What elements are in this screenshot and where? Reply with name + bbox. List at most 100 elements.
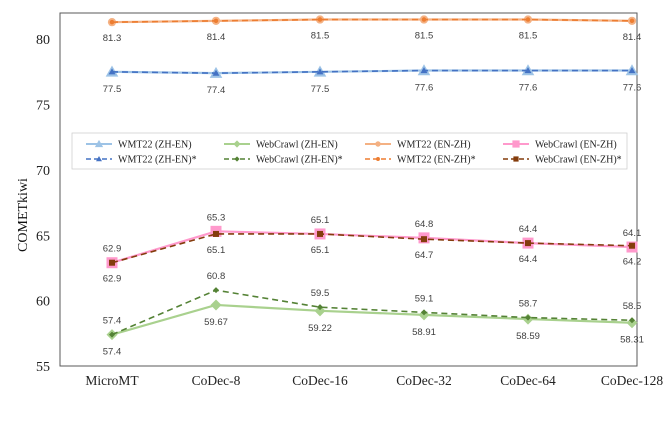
data-point (109, 259, 115, 266)
data-point (420, 67, 428, 74)
data-label: 59.22 (308, 323, 332, 334)
data-label: 64.4 (519, 254, 538, 265)
legend-label: WMT22 (ZH-EN)* (118, 155, 197, 166)
data-point (524, 67, 532, 74)
data-point (212, 69, 220, 76)
data-label: 65.3 (207, 212, 226, 223)
series-webcrawl-zh-en-star (109, 287, 635, 338)
data-point (525, 314, 531, 321)
legend-marker (94, 139, 104, 148)
legend-label: WebCrawl (ZH-EN)* (256, 155, 343, 166)
series-line (111, 18, 633, 23)
data-point (317, 230, 323, 237)
data-label: 64.1 (623, 228, 642, 239)
y-tick-label: 80 (36, 33, 50, 48)
data-label: 81.4 (207, 32, 226, 43)
data-label: 62.9 (103, 244, 122, 255)
legend-label: WebCrawl (ZH-EN) (256, 140, 338, 151)
data-point (317, 17, 323, 22)
data-label: 77.5 (103, 84, 122, 95)
data-label: 58.5 (623, 301, 642, 312)
data-labels: 81.3 81.4 81.5 81.5 81.5 81.4 77.5 77.4 77.5 77.6… (103, 31, 644, 358)
data-point (525, 240, 531, 247)
data-point (421, 309, 427, 316)
data-label: 62.9 (103, 274, 122, 285)
legend-item-webcrawl-en-zh-star: WebCrawl (EN-ZH)* (503, 155, 622, 166)
legend-box (71, 132, 628, 170)
data-label: 77.6 (623, 83, 642, 94)
legend-label: WMT22 (EN-ZH)* (397, 155, 476, 166)
data-label: 59.67 (204, 317, 228, 328)
y-tick-label: 55 (36, 360, 50, 375)
axes: 55 60 65 70 75 80 MicroMT CoDec-8 CoDec-16 CoDec-… (36, 12, 663, 388)
data-label: 58.31 (620, 335, 644, 346)
data-label: 64.8 (415, 219, 434, 230)
series-webcrawl-en-zh (106, 225, 638, 269)
series-line (111, 289, 633, 336)
x-tick-label: CoDec-64 (500, 373, 556, 388)
data-point (109, 19, 115, 25)
y-tick-label: 75 (36, 99, 50, 114)
data-label: 81.5 (415, 31, 434, 42)
data-label: 77.4 (207, 85, 226, 96)
x-tick-label: CoDec-8 (192, 373, 241, 388)
legend-marker (375, 141, 381, 147)
data-point (316, 68, 324, 75)
data-point (317, 304, 323, 311)
data-point (421, 236, 427, 243)
data-label: 65.1 (207, 245, 226, 256)
legend-marker (233, 140, 241, 148)
data-point (629, 242, 635, 249)
y-tick-label: 60 (36, 295, 50, 310)
legend-item-wmt22-en-zh: WMT22 (EN-ZH) (365, 140, 471, 151)
data-label: 64.4 (519, 224, 538, 235)
series-line (111, 233, 633, 264)
data-label: 77.6 (415, 83, 434, 94)
series-wmt22-zh-en-star (108, 67, 636, 76)
legend: WMT22 (ZH-EN) WebCrawl (ZH-EN) WMT22 (EN-Z… (71, 132, 628, 170)
data-point (525, 17, 531, 22)
data-label: 60.8 (207, 271, 226, 282)
x-tick-label: MicroMT (85, 373, 139, 388)
data-point (213, 287, 219, 294)
data-point (108, 68, 116, 75)
data-label: 65.1 (311, 245, 330, 256)
x-tick-label: CoDec-32 (396, 373, 451, 388)
data-point (629, 317, 635, 324)
data-label: 77.6 (519, 83, 538, 94)
data-label: 64.2 (623, 257, 642, 268)
data-label: 59.1 (415, 293, 434, 304)
data-point (629, 18, 635, 24)
data-label: 58.91 (412, 327, 436, 338)
legend-item-wmt22-zh-en: WMT22 (ZH-EN) (86, 140, 192, 151)
legend-marker (513, 156, 519, 162)
data-label: 57.4 (103, 316, 122, 327)
legend-marker (96, 156, 102, 162)
series-wmt22-en-zh-star (109, 17, 635, 25)
data-point (628, 67, 636, 74)
series-line (111, 69, 632, 74)
legend-marker (512, 140, 520, 148)
legend-item-webcrawl-en-zh: WebCrawl (EN-ZH) (503, 140, 617, 151)
data-point (210, 299, 222, 311)
data-label: 81.5 (311, 31, 330, 42)
data-label: 59.5 (311, 288, 330, 299)
data-point (109, 331, 115, 338)
series-layer (105, 15, 639, 341)
data-point (421, 17, 427, 22)
data-label: 58.7 (519, 299, 538, 310)
data-label: 77.5 (311, 84, 330, 95)
legend-item-webcrawl-zh-en: WebCrawl (ZH-EN) (224, 140, 338, 151)
series-webcrawl-en-zh-star (109, 230, 635, 266)
legend-item-wmt22-en-zh-star: WMT22 (EN-ZH)* (365, 155, 476, 166)
legend-marker (234, 156, 240, 162)
x-tick-label: CoDec-16 (292, 373, 348, 388)
x-tick-label: CoDec-128 (601, 373, 663, 388)
legend-label: WMT22 (ZH-EN) (118, 140, 192, 151)
data-label: 81.4 (623, 32, 642, 43)
data-label: 64.7 (415, 250, 434, 261)
legend-label: WMT22 (EN-ZH) (397, 140, 471, 151)
legend-item-wmt22-zh-en-star: WMT22 (ZH-EN)* (86, 155, 197, 166)
data-point (213, 18, 219, 24)
